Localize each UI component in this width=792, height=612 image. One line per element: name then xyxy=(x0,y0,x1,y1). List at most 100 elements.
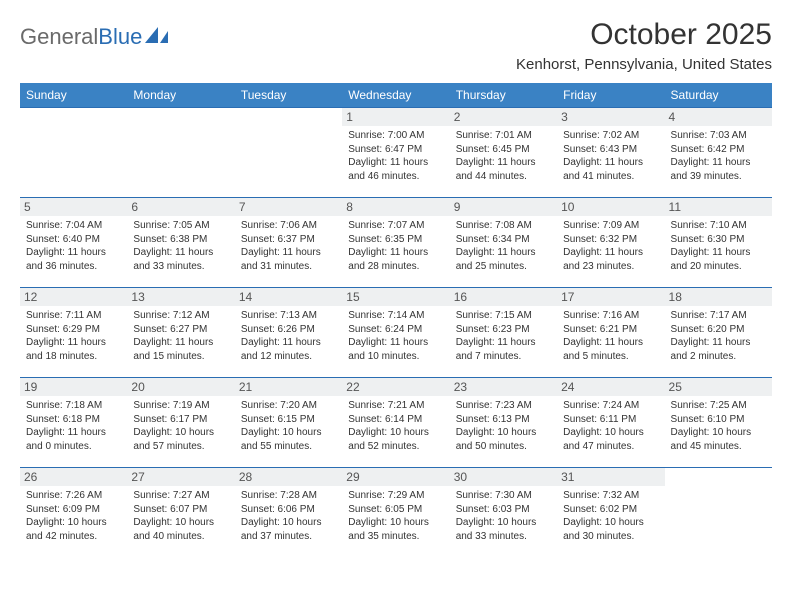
day-line-sr: Sunrise: 7:04 AM xyxy=(26,219,121,233)
day-line-sr: Sunrise: 7:21 AM xyxy=(348,399,443,413)
day-line-sr: Sunrise: 7:05 AM xyxy=(133,219,228,233)
day-number: 4 xyxy=(665,108,772,126)
day-cell: 28Sunrise: 7:28 AMSunset: 6:06 PMDayligh… xyxy=(235,468,342,558)
day-number: 15 xyxy=(342,288,449,306)
day-cell: 27Sunrise: 7:27 AMSunset: 6:07 PMDayligh… xyxy=(127,468,234,558)
week-row: 12Sunrise: 7:11 AMSunset: 6:29 PMDayligh… xyxy=(20,288,772,378)
day-cell: 8Sunrise: 7:07 AMSunset: 6:35 PMDaylight… xyxy=(342,198,449,288)
day-line-d2: and 41 minutes. xyxy=(563,170,658,184)
day-line-ss: Sunset: 6:06 PM xyxy=(241,503,336,517)
day-cell: 4 Sunrise: 7:03 AMSunset: 6:42 PMDaylight… xyxy=(665,108,772,198)
day-line-d2: and 57 minutes. xyxy=(133,440,228,454)
day-line-d2: and 40 minutes. xyxy=(133,530,228,544)
day-details: Sunrise: 7:06 AMSunset: 6:37 PMDaylight:… xyxy=(241,219,336,273)
day-line-ss: Sunset: 6:10 PM xyxy=(671,413,766,427)
day-line-d1: Daylight: 11 hours xyxy=(456,156,551,170)
day-details: Sunrise: 7:16 AMSunset: 6:21 PMDaylight:… xyxy=(563,309,658,363)
day-number: 29 xyxy=(342,468,449,486)
day-line-d1: Daylight: 11 hours xyxy=(348,246,443,260)
day-details: Sunrise: 7:23 AMSunset: 6:13 PMDaylight:… xyxy=(456,399,551,453)
day-cell: 9Sunrise: 7:08 AMSunset: 6:34 PMDaylight… xyxy=(450,198,557,288)
day-line-sr: Sunrise: 7:00 AM xyxy=(348,129,443,143)
day-header-thursday: Thursday xyxy=(450,83,557,108)
day-line-d1: Daylight: 11 hours xyxy=(671,246,766,260)
day-line-sr: Sunrise: 7:14 AM xyxy=(348,309,443,323)
day-cell xyxy=(665,468,772,558)
day-line-ss: Sunset: 6:32 PM xyxy=(563,233,658,247)
day-cell: 19Sunrise: 7:18 AMSunset: 6:18 PMDayligh… xyxy=(20,378,127,468)
day-line-sr: Sunrise: 7:01 AM xyxy=(456,129,551,143)
day-line-d1: Daylight: 11 hours xyxy=(348,156,443,170)
day-line-d1: Daylight: 10 hours xyxy=(348,516,443,530)
day-line-ss: Sunset: 6:18 PM xyxy=(26,413,121,427)
day-cell: 18Sunrise: 7:17 AMSunset: 6:20 PMDayligh… xyxy=(665,288,772,378)
week-row: 1Sunrise: 7:00 AMSunset: 6:47 PMDaylight… xyxy=(20,108,772,198)
header: GeneralBlue October 2025 Kenhorst, Penns… xyxy=(20,18,772,73)
day-line-d1: Daylight: 10 hours xyxy=(348,426,443,440)
day-line-sr: Sunrise: 7:08 AM xyxy=(456,219,551,233)
day-number: 19 xyxy=(20,378,127,396)
day-line-ss: Sunset: 6:09 PM xyxy=(26,503,121,517)
day-line-sr: Sunrise: 7:15 AM xyxy=(456,309,551,323)
day-line-d2: and 30 minutes. xyxy=(563,530,658,544)
logo-text-blue: Blue xyxy=(98,24,142,49)
day-details: Sunrise: 7:00 AMSunset: 6:47 PMDaylight:… xyxy=(348,129,443,183)
day-line-ss: Sunset: 6:47 PM xyxy=(348,143,443,157)
day-cell: 30Sunrise: 7:30 AMSunset: 6:03 PMDayligh… xyxy=(450,468,557,558)
day-line-ss: Sunset: 6:05 PM xyxy=(348,503,443,517)
day-details: Sunrise: 7:15 AMSunset: 6:23 PMDaylight:… xyxy=(456,309,551,363)
day-number: 5 xyxy=(20,198,127,216)
day-details: Sunrise: 7:03 AMSunset: 6:42 PMDaylight:… xyxy=(671,129,766,183)
day-number: 20 xyxy=(127,378,234,396)
day-details: Sunrise: 7:25 AMSunset: 6:10 PMDaylight:… xyxy=(671,399,766,453)
day-line-d1: Daylight: 10 hours xyxy=(456,516,551,530)
day-number: 14 xyxy=(235,288,342,306)
day-header-monday: Monday xyxy=(127,83,234,108)
day-number: 28 xyxy=(235,468,342,486)
day-line-ss: Sunset: 6:14 PM xyxy=(348,413,443,427)
day-line-ss: Sunset: 6:17 PM xyxy=(133,413,228,427)
day-line-d1: Daylight: 11 hours xyxy=(133,336,228,350)
day-number: 31 xyxy=(557,468,664,486)
day-line-d1: Daylight: 11 hours xyxy=(26,426,121,440)
day-details: Sunrise: 7:29 AMSunset: 6:05 PMDaylight:… xyxy=(348,489,443,543)
day-line-sr: Sunrise: 7:27 AM xyxy=(133,489,228,503)
day-number: 10 xyxy=(557,198,664,216)
day-cell xyxy=(235,108,342,198)
day-line-d1: Daylight: 10 hours xyxy=(133,516,228,530)
day-details: Sunrise: 7:24 AMSunset: 6:11 PMDaylight:… xyxy=(563,399,658,453)
day-line-d2: and 25 minutes. xyxy=(456,260,551,274)
day-details: Sunrise: 7:13 AMSunset: 6:26 PMDaylight:… xyxy=(241,309,336,363)
day-line-d2: and 28 minutes. xyxy=(348,260,443,274)
day-line-ss: Sunset: 6:27 PM xyxy=(133,323,228,337)
day-line-ss: Sunset: 6:02 PM xyxy=(563,503,658,517)
day-details: Sunrise: 7:08 AMSunset: 6:34 PMDaylight:… xyxy=(456,219,551,273)
day-line-ss: Sunset: 6:43 PM xyxy=(563,143,658,157)
day-number: 16 xyxy=(450,288,557,306)
day-line-d1: Daylight: 11 hours xyxy=(241,246,336,260)
day-number: 18 xyxy=(665,288,772,306)
day-cell: 1Sunrise: 7:00 AMSunset: 6:47 PMDaylight… xyxy=(342,108,449,198)
day-line-d1: Daylight: 10 hours xyxy=(456,426,551,440)
day-line-d1: Daylight: 11 hours xyxy=(26,336,121,350)
day-line-d1: Daylight: 10 hours xyxy=(671,426,766,440)
day-line-d1: Daylight: 11 hours xyxy=(456,246,551,260)
day-number: 17 xyxy=(557,288,664,306)
day-number: 24 xyxy=(557,378,664,396)
day-cell: 5Sunrise: 7:04 AMSunset: 6:40 PMDaylight… xyxy=(20,198,127,288)
day-header-wednesday: Wednesday xyxy=(342,83,449,108)
week-row: 5Sunrise: 7:04 AMSunset: 6:40 PMDaylight… xyxy=(20,198,772,288)
day-line-d2: and 31 minutes. xyxy=(241,260,336,274)
day-cell xyxy=(20,108,127,198)
logo: GeneralBlue xyxy=(20,24,171,50)
day-details: Sunrise: 7:11 AMSunset: 6:29 PMDaylight:… xyxy=(26,309,121,363)
day-line-d2: and 42 minutes. xyxy=(26,530,121,544)
day-details: Sunrise: 7:07 AMSunset: 6:35 PMDaylight:… xyxy=(348,219,443,273)
day-details: Sunrise: 7:12 AMSunset: 6:27 PMDaylight:… xyxy=(133,309,228,363)
day-line-d1: Daylight: 10 hours xyxy=(563,426,658,440)
day-details: Sunrise: 7:10 AMSunset: 6:30 PMDaylight:… xyxy=(671,219,766,273)
day-line-d2: and 15 minutes. xyxy=(133,350,228,364)
day-cell: 14 Sunrise: 7:13 AMSunset: 6:26 PMDayligh… xyxy=(235,288,342,378)
day-line-ss: Sunset: 6:29 PM xyxy=(26,323,121,337)
day-cell: 12Sunrise: 7:11 AMSunset: 6:29 PMDayligh… xyxy=(20,288,127,378)
